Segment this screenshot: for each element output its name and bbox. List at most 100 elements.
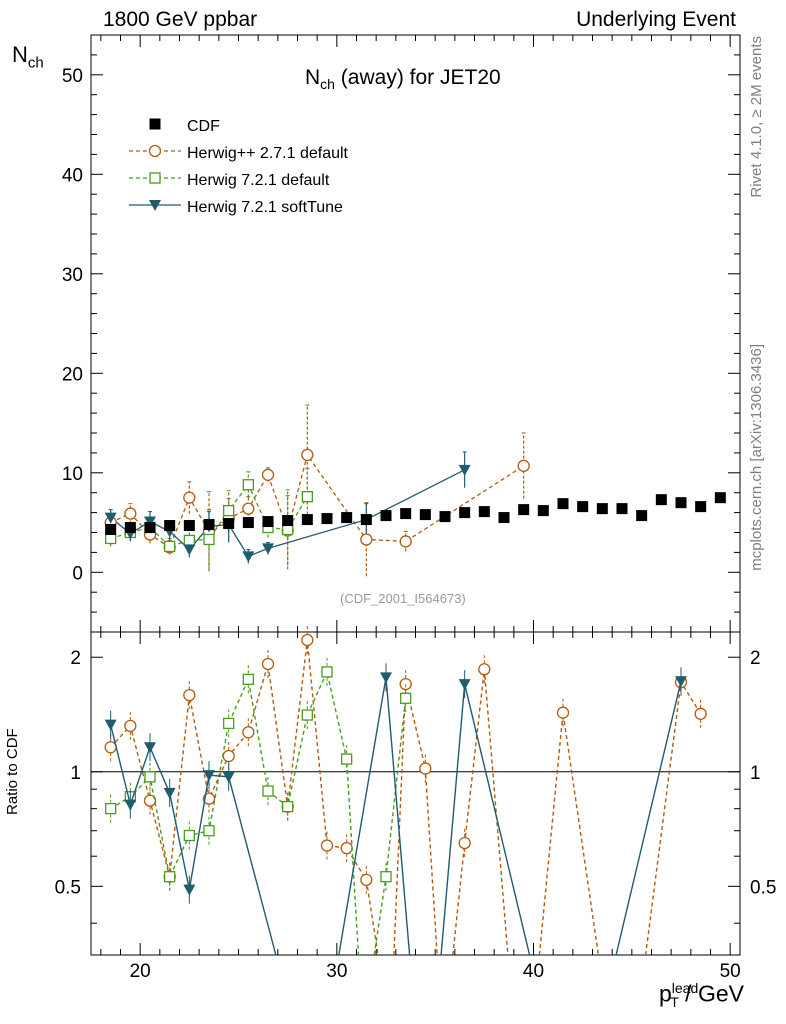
plot-title: Nch (away) for JET20	[305, 66, 501, 92]
ratio-marker-circle	[399, 677, 412, 691]
ratio-line	[109, 677, 682, 956]
ratio-marker-square	[144, 771, 156, 783]
marker-triangle	[242, 551, 255, 563]
marker-triangle	[458, 464, 471, 476]
legend-label: Herwig 7.2.1 softTune	[187, 199, 343, 216]
data-point-cdf	[183, 520, 195, 532]
ratio-tick-label-right: 1	[750, 763, 761, 784]
ratio-marker-circle	[478, 663, 491, 676]
marker-triangle	[104, 512, 117, 524]
ratio-marker-triangle	[203, 770, 215, 782]
marker-circle	[517, 459, 530, 472]
ratio-marker-circle	[360, 873, 373, 887]
marker-square	[203, 533, 215, 546]
marker-circle	[360, 533, 373, 546]
ratio-marker-square	[380, 871, 392, 883]
ratio-marker-triangle	[144, 742, 156, 754]
data-point-cdf	[577, 501, 589, 513]
data-point-cdf	[341, 512, 353, 524]
data-point-cdf	[616, 503, 628, 515]
ratio-tick-label-right: 0.5	[750, 877, 776, 898]
y-axis-label: Nch	[12, 42, 44, 71]
marker-square	[223, 504, 235, 517]
ratio-marker-square	[321, 666, 333, 678]
analysis-watermark: (CDF_2001_I564673)	[340, 591, 466, 606]
marker-triangle	[183, 544, 196, 556]
marker-square	[164, 540, 176, 553]
data-point-cdf	[360, 514, 372, 526]
legend-label: Herwig++ 2.7.1 default	[187, 145, 349, 162]
data-point-cdf	[105, 524, 117, 536]
ratio-tick-label: 0.5	[55, 877, 81, 898]
ratio-marker-square	[105, 803, 117, 815]
data-point-cdf	[223, 518, 235, 530]
ratio-marker-circle	[104, 741, 117, 754]
data-point-cdf	[695, 501, 707, 513]
plot-title-main: N	[305, 66, 321, 89]
y-tick-label: 50	[62, 66, 83, 87]
y-tick-label: 20	[62, 364, 83, 385]
y-tick-label: 10	[62, 464, 83, 485]
ratio-marker-circle	[694, 707, 707, 720]
plot-title-rest: (away) for JET20	[334, 66, 501, 89]
marker-circle	[183, 491, 196, 504]
ratio-marker-square	[164, 871, 176, 883]
data-point-cdf	[596, 503, 608, 515]
ratio-marker-square	[301, 709, 313, 721]
ratio-marker-circle	[340, 841, 353, 855]
marker-circle	[124, 507, 137, 520]
data-point-cdf	[419, 509, 431, 521]
ratio-marker-square	[203, 825, 215, 837]
data-point-cdf	[262, 516, 274, 528]
data-point-cdf	[439, 511, 451, 523]
marker-square	[242, 479, 254, 491]
data-point-cdf	[518, 504, 530, 516]
ratio-marker-triangle	[458, 679, 471, 691]
ratio-marker-circle	[202, 792, 216, 805]
ratio-marker-square	[282, 800, 294, 813]
data-point-cdf	[675, 497, 687, 509]
data-point-cdf	[714, 492, 726, 504]
ratio-marker-circle	[458, 836, 471, 850]
ratio-marker-circle	[183, 689, 196, 702]
legend-label: CDF	[187, 118, 220, 135]
data-point-cdf	[557, 498, 569, 510]
ratio-line	[110, 669, 407, 956]
data-point-cdf	[321, 513, 333, 525]
legend-marker-circle	[148, 144, 162, 158]
data-point-cdf	[301, 514, 313, 526]
ratio-marker-circle	[419, 762, 432, 775]
ratio-marker-circle	[556, 706, 570, 719]
data-point-cdf	[282, 515, 294, 527]
legend-marker-triangle	[149, 200, 161, 211]
ratio-marker-triangle	[380, 672, 392, 684]
marker-circle	[242, 502, 255, 515]
data-point-cdf	[498, 512, 510, 524]
x-axis-label: pleadT / GeV	[659, 980, 744, 1010]
y-axis-label-main: N	[12, 42, 28, 67]
marker-square	[183, 534, 195, 547]
ratio-marker-square	[341, 753, 353, 765]
ratio-marker-triangle	[183, 884, 196, 896]
ratio-marker-triangle	[124, 799, 137, 811]
legend-label: Herwig 7.2.1 default	[187, 172, 330, 189]
marker-circle	[261, 468, 275, 481]
x-tick-label: 20	[130, 961, 151, 982]
data-point-cdf	[124, 522, 136, 534]
ratio-marker-circle	[320, 839, 334, 852]
ratio-marker-triangle	[222, 771, 235, 783]
x-tick-label: 40	[523, 961, 544, 982]
ratio-marker-square	[242, 673, 254, 685]
ratio-marker-triangle	[675, 676, 687, 688]
data-point-cdf	[203, 519, 215, 531]
marker-square	[301, 491, 313, 503]
x-axis-label-rest: / GeV	[678, 980, 744, 1007]
ratio-marker-circle	[261, 657, 275, 671]
data-point-cdf	[164, 520, 176, 532]
ratio-marker-circle	[143, 794, 157, 807]
x-tick-label: 30	[326, 961, 347, 982]
ratio-marker-square	[400, 692, 412, 704]
data-point-cdf	[655, 494, 667, 506]
y-tick-label: 30	[62, 265, 83, 286]
